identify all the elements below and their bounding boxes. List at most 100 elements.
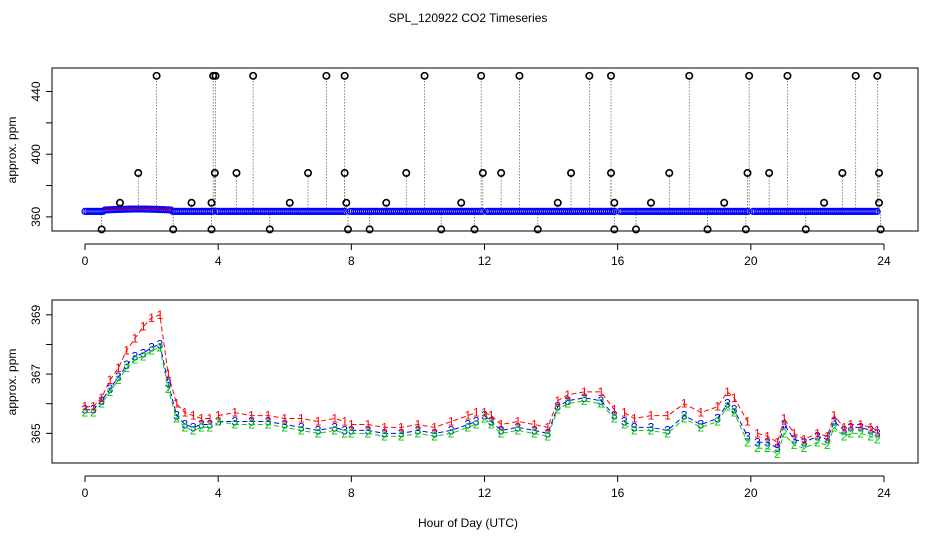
series-3-point: 3 [744,429,751,443]
series-1-point: 1 [123,343,130,357]
series-3-point: 3 [774,441,781,455]
baseline-point [873,207,881,216]
series-2-point: 2 [348,426,355,440]
outlier-point [232,169,241,178]
bottom-x-axis: 0 4 8 12 16 20 24 [82,475,891,500]
outlier-point [703,225,712,234]
y-tick-label: 369 [29,304,43,324]
series-2-point: 2 [598,397,605,411]
baseline-point [476,207,484,216]
series-2-point: 2 [473,417,480,431]
series-3-point: 3 [331,420,338,434]
series-2-point: 2 [415,426,422,440]
series-2-point: 2 [867,429,874,443]
series-1-point: 1 [648,409,655,423]
series-3-point: 3 [465,417,472,431]
series-2-point: 2 [98,397,105,411]
series-2-point: 2 [664,426,671,440]
series-2-point: 2 [774,447,781,461]
outlier-point [365,225,374,234]
outlier-point [285,198,294,207]
series-1-point: 1 [714,400,721,414]
top-plot-area [81,71,885,234]
series-3-point: 3 [498,423,505,437]
x-tick-label: 8 [348,486,355,500]
series-3-point: 3 [681,409,688,423]
series-2-point: 2 [648,423,655,437]
outlier-point [402,169,411,178]
series-2-point: 2 [198,420,205,434]
series-1-point: 1 [207,412,214,426]
series-3-point: 3 [488,415,495,429]
series-1-point: 1 [867,420,874,434]
series-3-point: 3 [514,420,521,434]
series-2-point: 2 [801,441,808,455]
series-3-point: 3 [867,423,874,437]
series-1-point: 1 [365,417,372,431]
series-2-point: 2 [754,441,761,455]
series-3-point: 3 [398,426,405,440]
top-x-axis: 0 4 8 12 16 20 24 [82,243,891,268]
baseline-point [611,207,619,216]
x-tick-label: 24 [877,486,891,500]
series-1-point: 1 [731,391,738,405]
series-1-point: 1 [698,406,705,420]
series-3-point: 3 [801,435,808,449]
series-2-point: 2 [698,420,705,434]
series-1-point: 1 [481,406,488,420]
series-1-point: 1 [857,417,864,431]
outlier-point [207,198,216,207]
series-2-point: 2 [165,382,172,396]
series-1-point: 1 [348,417,355,431]
series-3-point: 3 [157,337,164,351]
series-2-point: 2 [611,412,618,426]
chart-title: SPL_120922 CO2 Timeseries [389,11,548,25]
baseline-point [205,207,213,216]
baseline-point [742,207,750,216]
series-2-point: 2 [874,432,881,446]
series-3-point: 3 [611,409,618,423]
x-tick-label: 16 [611,486,625,500]
outlier-point [851,71,860,80]
outlier-point [344,225,353,234]
outlier-point [801,225,810,234]
series-2-point: 2 [190,423,197,437]
series-1-point: 1 [791,426,798,440]
series-3-point: 3 [348,423,355,437]
series-1-point: 1 [90,400,97,414]
series-3-point: 3 [648,420,655,434]
series-2-point: 2 [231,417,238,431]
outlier-point [631,225,640,234]
series-2-point: 2 [381,429,388,443]
series-2-point: 2 [841,429,848,443]
series-2-point: 2 [207,420,214,434]
outlier-point [478,169,487,178]
series-3-point: 3 [82,403,89,417]
series-2-point: 2 [781,426,788,440]
x-tick-label: 16 [611,254,625,268]
series-3-point: 3 [190,420,197,434]
series-2-point: 2 [831,420,838,434]
series-2-point: 2 [431,429,438,443]
series-3-point: 3 [857,420,864,434]
outlier-point [304,169,313,178]
series-1-point: 1 [598,385,605,399]
series-3-point: 3 [598,394,605,408]
series-2-point: 2 [857,426,864,440]
outlier-point [342,198,351,207]
series-1-point: 1 [814,426,821,440]
x-tick-label: 0 [82,486,89,500]
series-2-point: 2 [215,415,222,429]
series-3-point: 3 [365,423,372,437]
series-2-point: 2 [791,438,798,452]
outlier-point [745,71,754,80]
y-tick-label: 360 [29,207,43,227]
outlier-point [875,198,884,207]
series-1-line [85,314,878,444]
series-3-point: 3 [581,391,588,405]
series-1-point: 1 [824,429,831,443]
series-1-point: 1 [82,400,89,414]
series-1-point: 1 [744,415,751,429]
series-3-point: 3 [123,358,130,372]
series-1-point: 1 [190,409,197,423]
